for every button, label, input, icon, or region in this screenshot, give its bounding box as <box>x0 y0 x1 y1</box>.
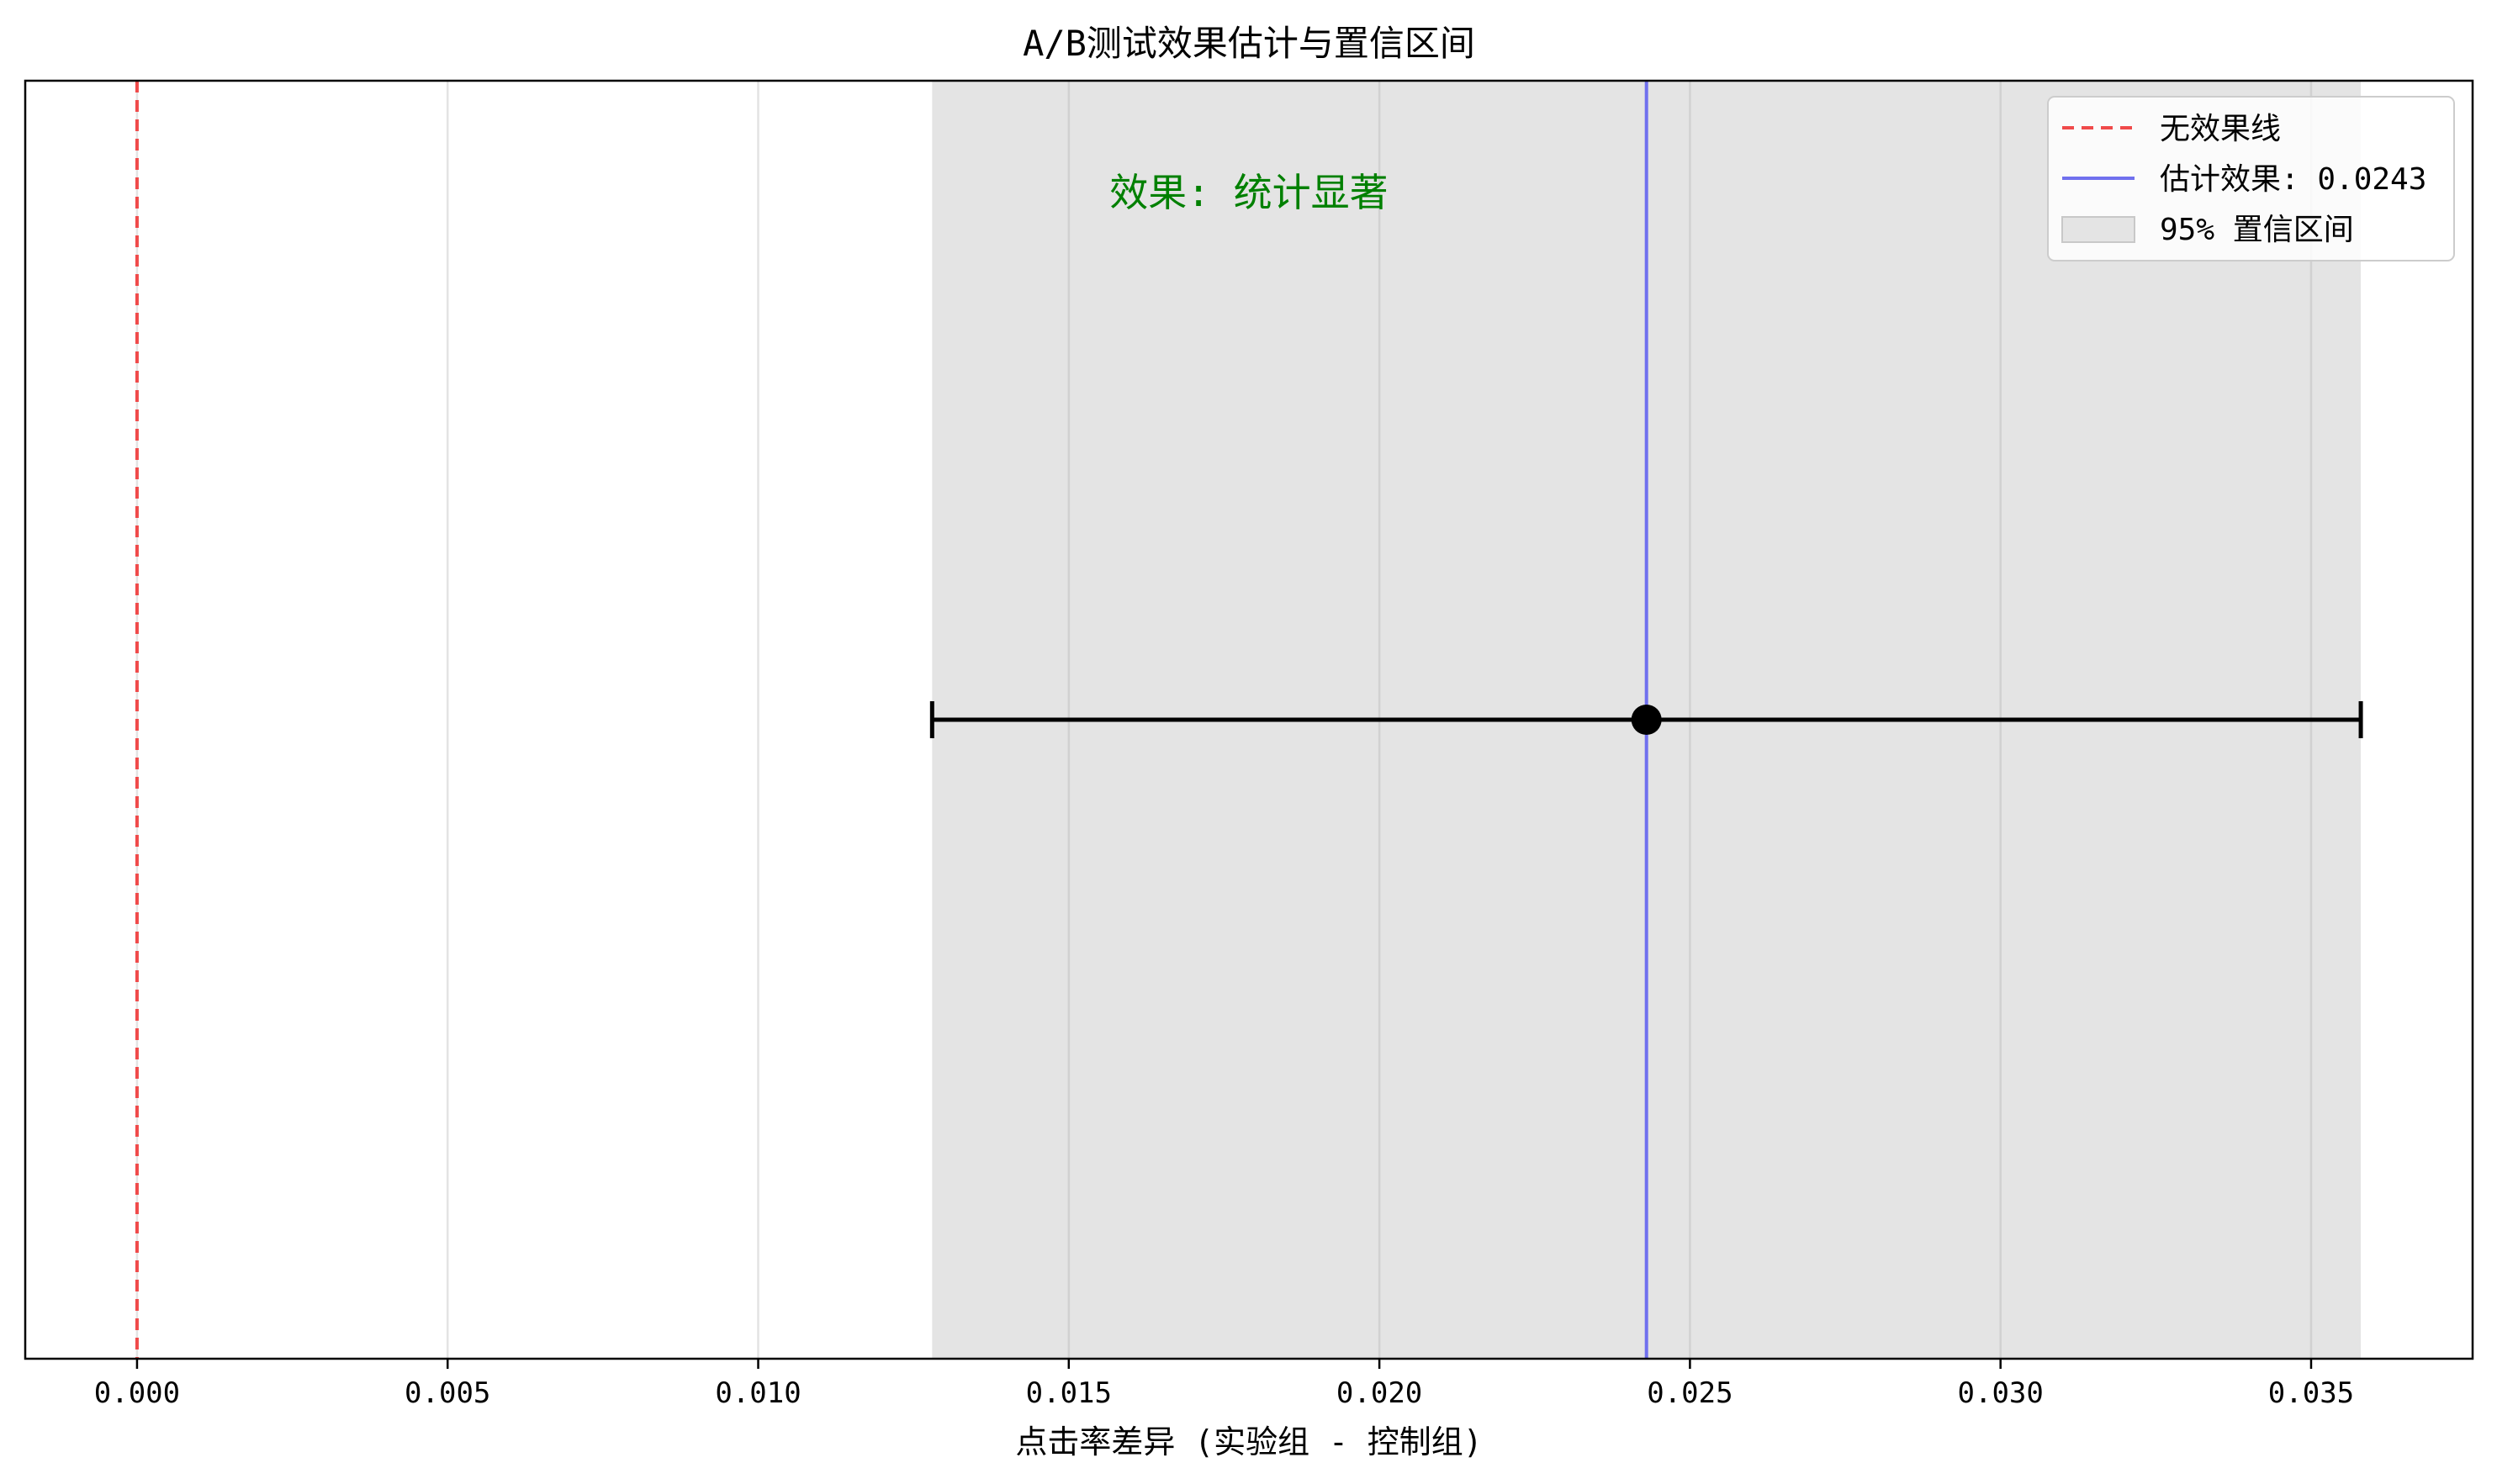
plot-area: 效果: 统计显著 <box>24 79 2474 1360</box>
legend-label-null-line: 无效果线 <box>2160 112 2281 146</box>
legend-swatch-ci <box>2061 216 2135 243</box>
x-axis-label: 点击率差异 (实验组 - 控制组) <box>1015 1423 1482 1460</box>
x-tick-label: 0.035 <box>2268 1376 2354 1410</box>
legend-label-ci: 95% 置信区间 <box>2160 213 2354 247</box>
significance-annotation: 效果: 统计显著 <box>1109 170 1388 215</box>
x-tick-label: 0.030 <box>1958 1376 2044 1410</box>
x-axis: 0.000 0.005 0.010 0.015 0.020 0.025 0.030 0.035 <box>94 1359 2354 1410</box>
x-tick-label: 0.000 <box>94 1376 180 1410</box>
legend-label-estimate: 估计效果: 0.0243 <box>2160 162 2426 197</box>
x-tick-label: 0.025 <box>1647 1376 1733 1410</box>
legend-box <box>2047 96 2455 261</box>
legend: 无效果线 估计效果: 0.0243 95% 置信区间 <box>2047 96 2455 261</box>
plot-frame <box>24 79 2474 1360</box>
x-tick-label: 0.005 <box>405 1376 490 1410</box>
estimate-point <box>1631 705 1662 735</box>
x-tick-label: 0.010 <box>715 1376 801 1410</box>
x-tick-label: 0.020 <box>1336 1376 1422 1410</box>
chart-title: A/B测试效果估计与置信区间 <box>1023 23 1475 64</box>
x-tick-label: 0.015 <box>1026 1376 1112 1410</box>
